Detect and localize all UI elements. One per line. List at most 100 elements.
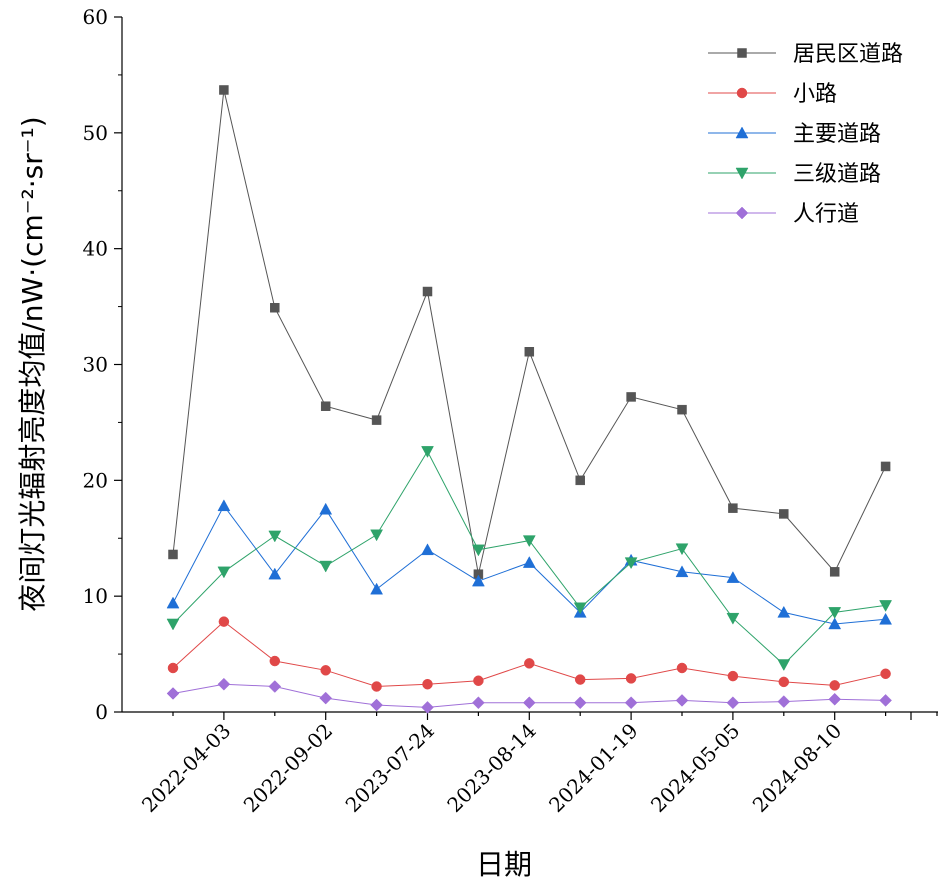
legend-item: 人行道 <box>708 202 859 227</box>
data-point <box>828 692 842 706</box>
data-point <box>726 571 740 583</box>
data-point <box>879 612 893 625</box>
data-point <box>626 392 636 402</box>
x-tick-label: 2023-08-14 <box>442 719 541 818</box>
legend-marker <box>735 126 749 139</box>
data-point <box>779 509 789 519</box>
data-point <box>371 415 382 425</box>
series-2 <box>167 616 891 692</box>
data-point <box>219 85 229 95</box>
data-point <box>777 605 791 618</box>
data-point <box>166 687 180 700</box>
legend-label: 居民区道路 <box>793 42 903 67</box>
data-point <box>575 475 585 486</box>
legend-label: 小路 <box>793 82 837 107</box>
series-line <box>172 620 886 688</box>
x-ticks: 2022-04-03 2022-09-02 2023-07-24 2023-08-14… <box>137 712 938 818</box>
x-tick-label: 2024-08-10 <box>748 719 847 818</box>
x-tick-label: 2022-04-03 <box>137 719 236 818</box>
x-tick-label: 2023-07-24 <box>341 719 440 818</box>
data-point <box>218 616 230 627</box>
y-tick-label: 10 <box>83 584 108 608</box>
y-tick-label: 20 <box>83 468 108 492</box>
data-point <box>879 600 893 612</box>
data-point <box>421 446 434 458</box>
data-point <box>778 676 790 688</box>
data-point <box>473 675 484 686</box>
legend-marker <box>735 206 749 220</box>
y-tick-label: 0 <box>95 700 108 724</box>
data-point <box>270 302 280 313</box>
series-1 <box>168 85 891 579</box>
y-ticks: 0 10 20 30 40 50 60 <box>83 5 122 724</box>
data-point <box>573 696 587 710</box>
data-point <box>370 529 384 542</box>
data-point <box>217 499 231 512</box>
x-tick-label: 2024-05-05 <box>646 719 745 818</box>
data-point <box>268 567 282 580</box>
series-3 <box>166 499 893 630</box>
data-point <box>727 670 739 682</box>
data-point <box>677 404 687 415</box>
x-axis-title: 日期 <box>476 848 532 881</box>
y-axis-title: 夜间灯光辐射亮度均值/nW·(cm⁻²·sr⁻¹) <box>16 116 49 611</box>
data-point <box>777 695 791 708</box>
legend-label: 主要道路 <box>793 122 881 147</box>
data-point <box>472 696 485 710</box>
legend-marker <box>735 167 749 180</box>
data-point <box>370 582 384 595</box>
data-point <box>167 662 179 674</box>
data-point <box>421 701 434 714</box>
legend-item: 三级道路 <box>708 162 881 187</box>
data-point <box>880 461 891 472</box>
data-point <box>166 618 180 631</box>
data-point <box>319 560 333 573</box>
data-point <box>524 658 535 669</box>
legend-item: 小路 <box>708 82 837 107</box>
series-4 <box>166 446 893 672</box>
data-point <box>675 694 689 707</box>
data-point <box>217 677 231 691</box>
legend-marker <box>737 48 747 58</box>
data-point <box>726 612 740 625</box>
data-point <box>269 655 281 667</box>
data-point <box>320 665 331 676</box>
data-point <box>421 543 434 556</box>
data-point <box>625 673 637 684</box>
data-point <box>676 662 688 674</box>
data-point <box>319 691 333 705</box>
data-point <box>268 530 282 543</box>
data-point <box>624 557 638 570</box>
data-point <box>320 401 331 411</box>
y-tick-label: 50 <box>83 121 108 145</box>
y-tick-label: 60 <box>83 5 108 29</box>
data-point <box>166 596 180 609</box>
data-point <box>828 607 842 619</box>
data-point <box>217 566 231 579</box>
x-tick-label: 2024-01-19 <box>544 719 643 818</box>
series-group <box>166 85 893 714</box>
data-point <box>777 659 791 672</box>
data-point <box>370 698 383 712</box>
x-tick-label: 2022-09-02 <box>239 719 338 818</box>
data-point <box>879 694 892 707</box>
y-tick-label: 30 <box>83 353 108 377</box>
data-point <box>828 617 842 630</box>
data-point <box>422 678 433 690</box>
y-tick-label: 40 <box>83 237 108 261</box>
data-point <box>624 696 638 710</box>
legend-marker <box>736 87 748 99</box>
series-5 <box>166 677 892 714</box>
data-point <box>573 602 587 615</box>
data-point <box>524 347 535 357</box>
legend-label: 三级道路 <box>793 162 881 187</box>
data-point <box>829 680 840 691</box>
data-point <box>319 502 333 515</box>
data-point <box>471 574 485 587</box>
data-point <box>675 543 689 556</box>
data-point <box>522 535 536 548</box>
data-point <box>574 674 586 685</box>
data-point <box>471 544 485 557</box>
